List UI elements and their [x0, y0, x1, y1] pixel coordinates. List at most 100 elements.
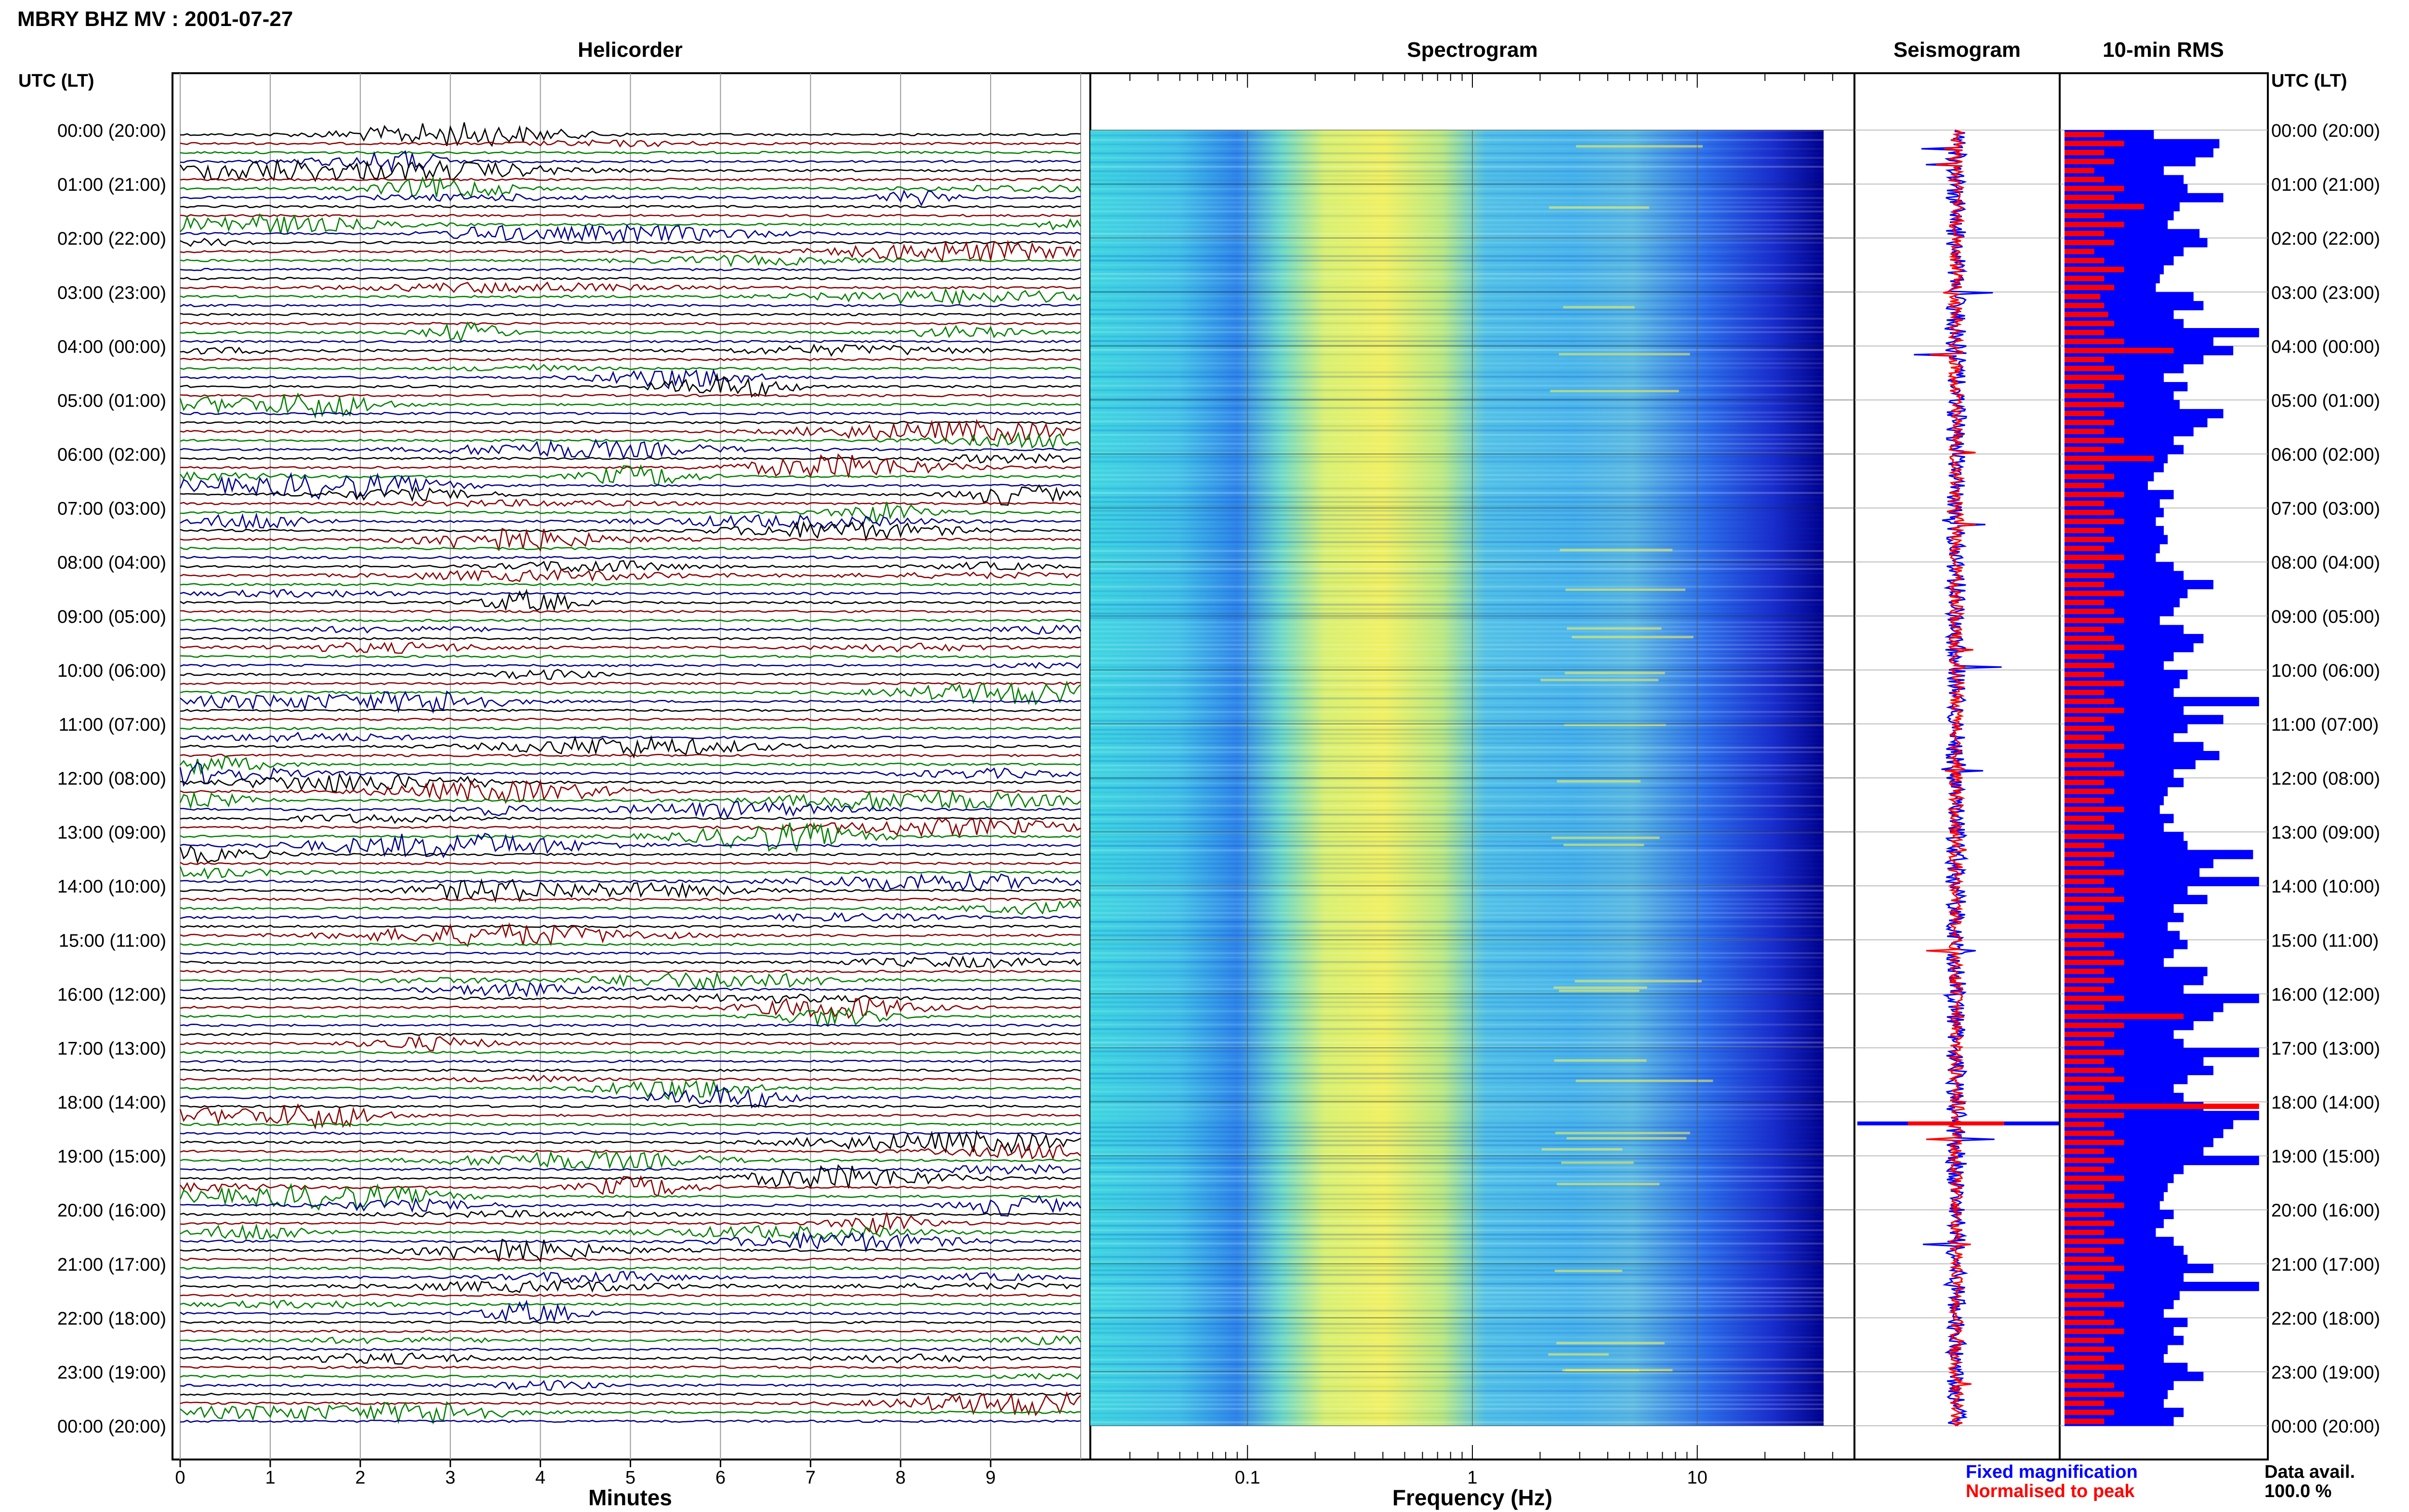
spectrogram-row	[1090, 1211, 1824, 1213]
spectrogram-row	[1090, 889, 1824, 892]
helicorder-trace	[180, 1300, 1081, 1309]
spectrogram-row	[1090, 143, 1824, 145]
helicorder-x-tick-label: 5	[625, 1468, 635, 1488]
spectrogram-row	[1090, 1068, 1824, 1070]
helicorder-trace	[180, 343, 1081, 357]
helicorder-trace	[180, 943, 1081, 947]
helicorder-trace	[180, 1149, 1081, 1171]
spectrogram-row	[1090, 483, 1824, 485]
rms-bar-normalised	[2065, 239, 2114, 246]
rms-bar-normalised	[2065, 923, 2105, 929]
rms-bar-normalised	[2065, 798, 2105, 803]
data-availability-value: 100.0 %	[2264, 1481, 2331, 1501]
rms-bar-normalised	[2065, 671, 2105, 677]
spectrogram-row	[1090, 1301, 1824, 1303]
helicorder-trace	[180, 726, 1081, 730]
rms-bar-normalised	[2065, 1202, 2124, 1208]
spectrogram-streak	[1561, 1161, 1634, 1164]
spectrogram-row	[1090, 1167, 1824, 1169]
rms-bar-normalised	[2065, 437, 2124, 444]
spectrogram-row	[1090, 568, 1824, 570]
spectrogram-row	[1090, 1345, 1824, 1347]
rms-bar-normalised	[2065, 510, 2114, 515]
rms-bar-normalised	[2065, 977, 2114, 983]
spectrogram-row	[1090, 1131, 1824, 1133]
rms-bar-normalised	[2065, 996, 2124, 1001]
spectrogram-row	[1090, 260, 1824, 262]
rms-bar-normalised	[2065, 1013, 2184, 1019]
spectrogram-row	[1090, 782, 1824, 785]
helicorder-trace	[179, 472, 1081, 500]
rms-bar-normalised	[2065, 1319, 2114, 1325]
helicorder-trace	[180, 276, 1081, 280]
hour-label-right: 03:00 (23:00)	[2271, 283, 2380, 303]
spectrogram-streak	[1564, 671, 1665, 674]
spectrogram-row	[1090, 849, 1824, 852]
spectrogram-row	[1090, 1390, 1824, 1392]
helicorder-trace	[179, 1103, 1081, 1130]
spectrogram-row	[1090, 210, 1824, 212]
rms-bar-normalised	[2065, 1337, 2105, 1343]
spectrogram-row	[1090, 250, 1824, 253]
helicorder-trace	[180, 1142, 1081, 1161]
spectrogram-row	[1090, 1019, 1824, 1021]
helicorder-trace	[180, 772, 1081, 792]
spectrogram-row	[1090, 827, 1824, 829]
helicorder-x-tick-label: 8	[896, 1468, 906, 1488]
spectrogram-row	[1090, 1032, 1824, 1035]
helicorder-trace	[180, 322, 1081, 326]
hour-label-left: 01:00 (21:00)	[57, 175, 166, 195]
rms-bar-normalised	[2065, 744, 2124, 749]
helicorder-trace	[179, 1183, 1081, 1211]
rms-bar-normalised	[2065, 842, 2105, 848]
spectrogram-row	[1090, 1095, 1824, 1097]
spectrogram-row	[1090, 858, 1824, 860]
spectrogram-row	[1090, 657, 1824, 659]
hour-label-left: 19:00 (15:00)	[57, 1147, 166, 1167]
helicorder-trace	[179, 464, 1081, 486]
legend-fixed-magnification: Fixed magnification	[1966, 1462, 2138, 1482]
helicorder-trace	[180, 624, 1082, 635]
spectrogram-row	[1090, 1126, 1824, 1129]
spectrogram-row	[1090, 706, 1824, 709]
helicorder-trace	[180, 1266, 1081, 1270]
spectrogram-row	[1090, 804, 1824, 807]
helicorder-trace	[180, 779, 1081, 804]
spectrogram-row	[1090, 572, 1824, 575]
spectrogram-streak	[1541, 1148, 1623, 1151]
hour-label-left: 23:00 (19:00)	[57, 1363, 166, 1383]
spectrogram-row	[1090, 1260, 1824, 1262]
spectrogram-row	[1090, 1278, 1824, 1280]
helicorder-trace	[180, 340, 1081, 343]
helicorder-trace	[180, 1195, 1082, 1217]
spectrogram-row	[1090, 277, 1824, 280]
rms-panel	[2059, 72, 2269, 1460]
spectrogram-row	[1090, 1421, 1824, 1423]
spectrogram-row	[1090, 1318, 1824, 1321]
hour-label-left: 21:00 (17:00)	[57, 1255, 166, 1275]
helicorder-trace	[180, 321, 1081, 343]
spectrogram-row	[1090, 586, 1824, 588]
helicorder-trace	[180, 224, 1081, 243]
hour-label-left: 20:00 (16:00)	[57, 1201, 166, 1221]
helicorder-trace	[180, 287, 1081, 306]
spectrogram-row	[1090, 1180, 1824, 1182]
spectrogram-row	[1090, 764, 1824, 767]
hour-label-left: 10:00 (06:00)	[57, 661, 166, 681]
spectrogram-row	[1090, 720, 1824, 722]
spectrogram-row	[1090, 380, 1824, 382]
spectrogram-row	[1090, 1224, 1824, 1227]
helicorder-trace	[180, 189, 1081, 207]
spectrogram-row	[1090, 684, 1824, 686]
spectrogram-row	[1090, 983, 1824, 986]
spectrogram-row	[1090, 1251, 1824, 1254]
rms-bar-normalised	[2065, 1328, 2124, 1334]
spectrogram-row	[1090, 1135, 1824, 1138]
helicorder-trace	[180, 1130, 1081, 1154]
spectrogram-row	[1090, 688, 1824, 691]
spectrogram-streak	[1557, 780, 1641, 783]
spectrogram-row	[1090, 617, 1824, 619]
helicorder-trace	[180, 662, 1082, 669]
rms-bar-normalised	[2065, 464, 2105, 471]
spectrogram-row	[1090, 1242, 1824, 1245]
